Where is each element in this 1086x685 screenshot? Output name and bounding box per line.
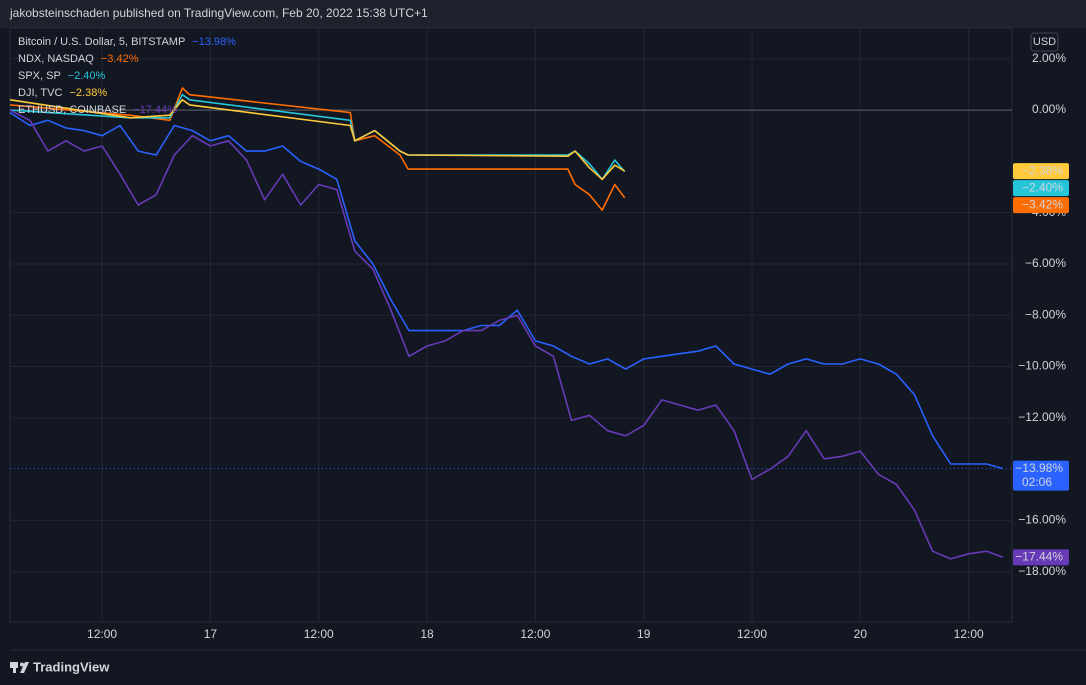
currency-button[interactable] — [1030, 32, 1059, 52]
logo-mark — [20, 662, 29, 673]
value-badge — [1013, 460, 1069, 491]
legend-name: Bitcoin / U.S. Dollar, 5, BITSTAMP — [18, 36, 185, 48]
y-tick-label: 0.00% — [1032, 102, 1066, 116]
legend-value: −13.98% — [192, 36, 236, 48]
x-tick-label: 12:00 — [520, 627, 550, 641]
logo-mark — [20, 662, 24, 667]
value-badge — [1013, 163, 1069, 180]
series-line — [9, 87, 626, 211]
x-tick-label: 19 — [637, 627, 651, 641]
footer-brand: TradingView — [33, 659, 110, 674]
x-tick-label: 20 — [854, 627, 868, 641]
y-tick-label: −12.00% — [1018, 410, 1066, 424]
y-tick-label: −10.00% — [1018, 359, 1066, 373]
y-tick-label: −6.00% — [1025, 256, 1066, 270]
legend-name: ETHUSD, COINBASE — [18, 104, 126, 116]
logo — [10, 662, 29, 673]
header-bar — [0, 0, 1086, 28]
value-badge-label: −3.42% — [1022, 197, 1063, 211]
legend-value: −2.40% — [68, 70, 106, 82]
x-tick-label: 12:00 — [304, 627, 334, 641]
value-badge-label: −17.44% — [1015, 550, 1063, 564]
value-badge — [1013, 197, 1069, 214]
y-tick-label: 2.00% — [1032, 51, 1066, 65]
y-tick-label: −8.00% — [1025, 307, 1066, 321]
legend-value: −17.44% — [133, 104, 177, 116]
legend-value: −3.42% — [101, 53, 139, 65]
currency-label: USD — [1033, 36, 1056, 48]
legend-entry: NDX, NASDAQ −3.42% — [18, 53, 139, 65]
legend-entry: DJI, TVC −2.38% — [18, 87, 107, 99]
x-tick-label: 17 — [204, 627, 218, 641]
header: jakobsteinschaden published on TradingVi… — [9, 6, 428, 20]
series-line — [9, 99, 626, 181]
legend-name: SPX, SP — [18, 70, 61, 82]
legend-entry: ETHUSD, COINBASE −17.44% — [18, 104, 177, 116]
legend-entry: Bitcoin / U.S. Dollar, 5, BITSTAMP −13.9… — [18, 36, 236, 48]
series-line — [9, 109, 1004, 560]
legend-entry: SPX, SP −2.40% — [18, 70, 106, 82]
x-tick-label: 12:00 — [737, 627, 767, 641]
y-tick-label: −18.00% — [1018, 564, 1066, 578]
value-badge-label: −13.98% — [1015, 461, 1063, 475]
logo-mark — [13, 662, 16, 673]
value-badge-label: −2.40% — [1022, 180, 1063, 194]
legend-value: −2.38% — [69, 87, 107, 99]
x-tick-label: 12:00 — [87, 627, 117, 641]
countdown-label: 02:06 — [1022, 475, 1052, 489]
value-badge-label: −2.38% — [1022, 163, 1063, 177]
value-badge — [1013, 549, 1069, 566]
legend-name: NDX, NASDAQ — [18, 53, 94, 65]
value-badge — [1013, 180, 1069, 197]
x-tick-label: 18 — [420, 627, 434, 641]
y-tick-label: −16.00% — [1018, 513, 1066, 527]
legend-name: DJI, TVC — [18, 87, 62, 99]
x-tick-label: 12:00 — [954, 627, 984, 641]
